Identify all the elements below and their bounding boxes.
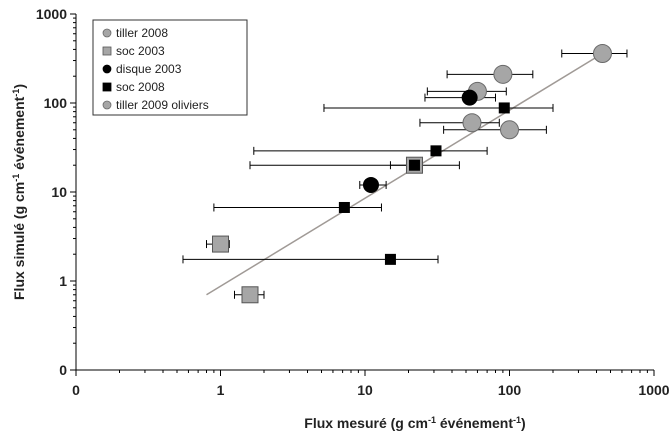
legend-label: soc 2003 xyxy=(116,44,165,58)
data-point xyxy=(212,235,229,253)
legend-marker xyxy=(102,82,112,92)
legend-label: tiller 2009 oliviers xyxy=(116,98,209,112)
error-bars xyxy=(182,49,628,299)
y-tick-labels: 0 1 10 100 1000 xyxy=(36,6,67,378)
legend-marker xyxy=(102,46,112,56)
x-tick-label: 10 xyxy=(357,382,373,398)
y-tick-label: 1 xyxy=(59,273,67,289)
data-point xyxy=(462,113,482,133)
legend-marker xyxy=(102,100,112,110)
trend-line xyxy=(206,52,603,296)
data-point xyxy=(408,159,420,171)
legend-marker xyxy=(102,64,112,74)
legend-marker xyxy=(102,28,112,38)
data-point xyxy=(384,253,396,265)
legend-box xyxy=(92,19,248,116)
data-point xyxy=(430,145,442,157)
x-axis-title: Flux mesuré (g cm-1 événement-1) xyxy=(304,415,525,431)
x-tick-label: 100 xyxy=(498,382,522,398)
major-ticks xyxy=(70,13,655,376)
data-point xyxy=(592,43,612,63)
legend-label: soc 2008 xyxy=(116,80,165,94)
y-tick-label: 0 xyxy=(59,362,67,378)
y-tick-label: 1000 xyxy=(36,6,67,22)
legend: tiller 2008 soc 2003 disque 2003 soc 2008 ti… xyxy=(92,19,248,116)
data-points xyxy=(212,43,612,304)
data-point xyxy=(362,176,379,193)
x-tick-labels: 0 1 10 100 1000 xyxy=(72,382,670,398)
data-point xyxy=(338,201,350,213)
legend-label: tiller 2008 xyxy=(116,26,168,40)
y-axis-title: Flux simulé (g cm-1 événement-1) xyxy=(11,84,27,300)
legend-label: disque 2003 xyxy=(116,62,182,76)
data-point xyxy=(498,102,510,114)
y-tick-label: 10 xyxy=(51,184,67,200)
data-point xyxy=(461,89,478,106)
y-tick-label: 100 xyxy=(44,95,68,111)
data-point xyxy=(493,64,513,84)
legend-items: tiller 2008 soc 2003 disque 2003 soc 2008 ti… xyxy=(102,26,209,112)
x-tick-label: 1 xyxy=(217,382,225,398)
minor-ticks xyxy=(73,17,648,373)
data-point xyxy=(500,120,519,140)
x-tick-label: 1000 xyxy=(638,382,669,398)
x-tick-label: 0 xyxy=(72,382,80,398)
data-point xyxy=(241,286,259,304)
